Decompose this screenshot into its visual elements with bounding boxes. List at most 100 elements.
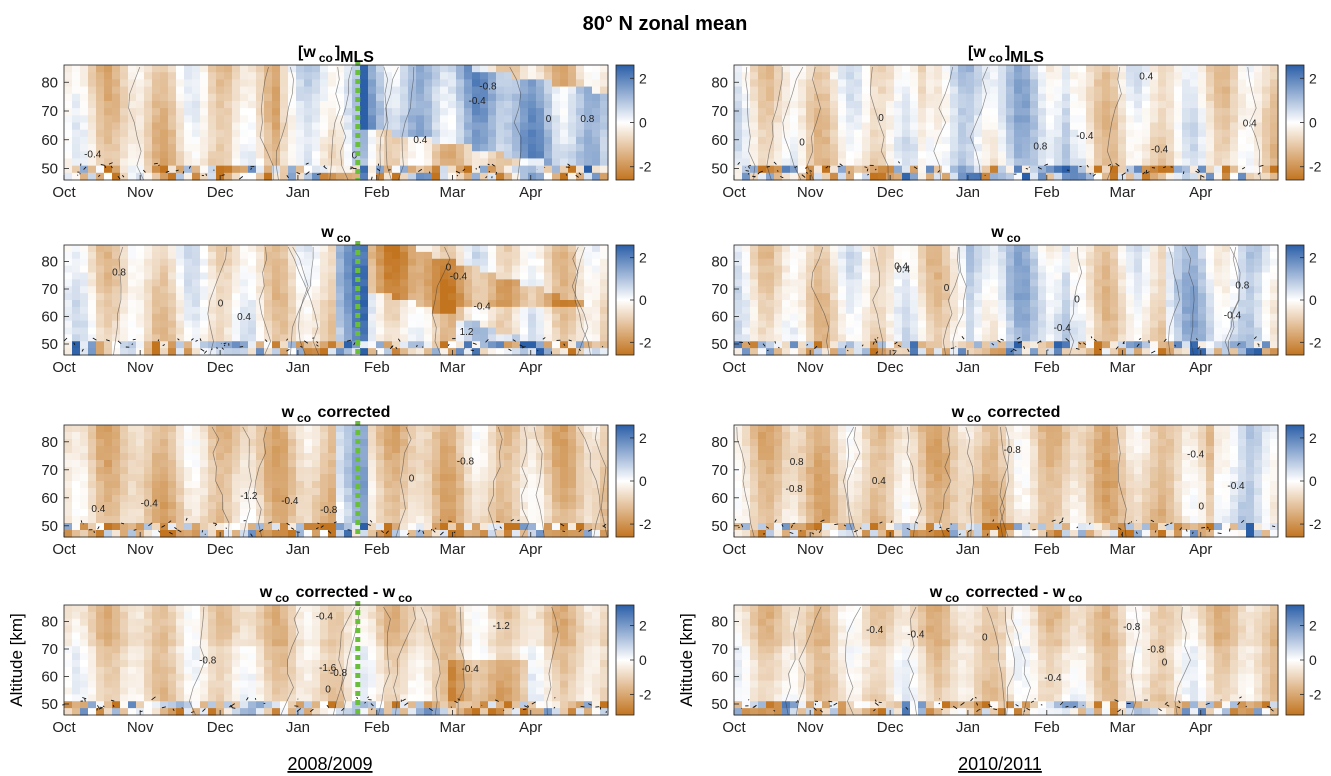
heatmap-cell [1190, 348, 1199, 356]
heatmap-cell [1022, 286, 1031, 294]
heatmap-cell [144, 108, 153, 116]
heatmap-cell [1158, 258, 1167, 267]
heatmap-cell [80, 432, 89, 440]
heatmap-cell [1174, 129, 1183, 138]
contour-line [872, 246, 884, 356]
heatmap-cell [392, 115, 401, 124]
heatmap-cell [1246, 272, 1255, 280]
heatmap-cell [1190, 144, 1199, 152]
heatmap-cell [104, 79, 113, 88]
heatmap-cell [974, 144, 983, 152]
heatmap-cell [64, 100, 73, 109]
heatmap-cell [248, 258, 257, 267]
heatmap-cell [384, 151, 393, 160]
heatmap-cell [208, 286, 217, 294]
heatmap-cell [576, 348, 585, 356]
heatmap-cell [1110, 172, 1119, 181]
heatmap-cell [368, 300, 377, 308]
heatmap-cell [200, 108, 209, 116]
heatmap-cell [1094, 165, 1103, 174]
heatmap-cell [272, 453, 281, 461]
heatmap-cell [902, 251, 911, 260]
heatmap-cell [448, 320, 457, 329]
heatmap-cell [208, 251, 217, 260]
heatmap-cell [440, 245, 449, 253]
heatmap-cell [424, 108, 433, 116]
heatmap-cell [1166, 100, 1175, 109]
heatmap-cell [966, 129, 975, 138]
heatmap-cell [264, 467, 273, 475]
heatmap-cell [168, 495, 177, 503]
heatmap-cell [1182, 165, 1191, 174]
heatmap-cell [216, 100, 225, 109]
heatmap-cell [1198, 115, 1207, 124]
heatmap-cell [160, 151, 169, 160]
heatmap-cell [1006, 300, 1015, 308]
heatmap-cell [1062, 65, 1071, 73]
heatmap-cell [870, 300, 879, 308]
heatmap-cell [1198, 251, 1207, 260]
heatmap-cell [160, 523, 169, 531]
heatmap-cell [488, 286, 497, 294]
heatmap-cell [576, 93, 585, 102]
heatmap-cell [128, 474, 137, 482]
heatmap-cell [1110, 300, 1119, 308]
heatmap-cell [64, 313, 73, 322]
heatmap-cell [910, 334, 919, 342]
heatmap-cell [1126, 293, 1135, 301]
heatmap-cell [1062, 313, 1071, 322]
heatmap-cell [798, 341, 807, 349]
heatmap-cell [168, 348, 177, 356]
heatmap-cell [926, 348, 935, 356]
heatmap-cell [336, 334, 345, 342]
heatmap-cell [766, 272, 775, 280]
heatmap-cell [990, 258, 999, 267]
heatmap-cell [894, 245, 903, 253]
heatmap-cell [862, 306, 871, 315]
heatmap-cell [1254, 144, 1263, 152]
heatmap-cell [272, 279, 281, 287]
heatmap-cell [248, 65, 257, 73]
heatmap-cell [240, 348, 249, 356]
heatmap-cell [1238, 348, 1247, 356]
heatmap-cell [1166, 334, 1175, 342]
heatmap-cell [168, 467, 177, 475]
heatmap-cell [1230, 320, 1239, 329]
heatmap-cell [160, 144, 169, 152]
heatmap-cell [1126, 93, 1135, 102]
heatmap-cell [408, 341, 417, 349]
heatmap-cell [136, 136, 145, 145]
heatmap-cell [982, 258, 991, 267]
heatmap-cell [424, 286, 433, 294]
heatmap-cell [88, 151, 97, 160]
heatmap-cell [464, 151, 473, 160]
heatmap-cell [528, 293, 537, 301]
heatmap-cell [584, 265, 593, 274]
heatmap-cell [902, 86, 911, 95]
heatmap-cell [536, 286, 545, 294]
heatmap-cell [1006, 65, 1015, 73]
heatmap-cell [782, 115, 791, 124]
heatmap-cell [176, 481, 185, 489]
heatmap-cell [472, 272, 481, 280]
heatmap-cell [200, 265, 209, 274]
heatmap-cell [120, 327, 129, 335]
heatmap-cell [544, 341, 553, 349]
heatmap-cell [1214, 258, 1223, 267]
heatmap-cell [830, 72, 839, 80]
heatmap-cell [1070, 327, 1079, 335]
heatmap-cell [328, 79, 337, 88]
heatmap-cell [112, 327, 121, 335]
heatmap-cell [950, 86, 959, 95]
heatmap-cell [232, 72, 241, 80]
heatmap-cell [1054, 115, 1063, 124]
colorbar-tick-label: -2 [639, 334, 652, 350]
heatmap-cell [774, 293, 783, 301]
heatmap-cell [224, 108, 233, 116]
heatmap-cell [886, 122, 895, 131]
heatmap-cell [264, 509, 273, 517]
heatmap-cell [392, 272, 401, 280]
heatmap-cell [88, 348, 97, 356]
heatmap-cell [958, 129, 967, 138]
heatmap-cell [216, 144, 225, 152]
